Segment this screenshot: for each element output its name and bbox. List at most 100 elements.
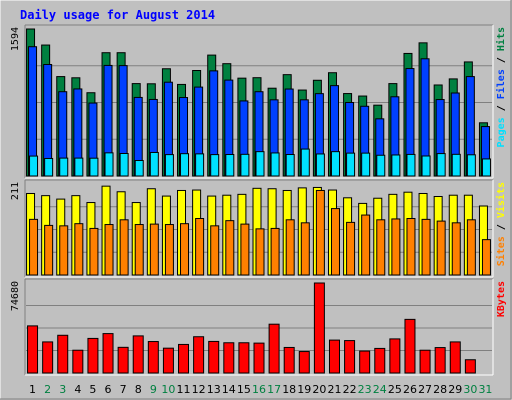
bar-kbytes-13	[208, 340, 220, 374]
bar-kbytes-18	[283, 346, 295, 374]
bar-kbytes-25	[389, 338, 401, 374]
bar-kbytes-29	[449, 341, 461, 374]
panel-visits-sites: 211 Sites / Visits	[10, 179, 507, 278]
bar-pages-2	[44, 157, 54, 177]
bar-sites-17	[270, 227, 280, 276]
x-tick-label-15: 15	[237, 383, 251, 396]
bar-sites-15	[240, 223, 250, 276]
x-tick-label-11: 11	[177, 383, 191, 396]
bar-sites-27	[421, 218, 431, 276]
bar-kbytes-27	[419, 349, 431, 374]
bar-sites-13	[210, 225, 220, 276]
bar-kbytes-22	[344, 340, 356, 374]
bar-pages-24	[376, 154, 386, 177]
x-tick-label-6: 6	[105, 383, 112, 396]
x-tick-label-1: 1	[29, 383, 36, 396]
legend-item: /	[496, 99, 507, 117]
x-tick-label-2: 2	[44, 383, 51, 396]
x-tick-label-20: 20	[312, 383, 326, 396]
x-tick-label-29: 29	[448, 383, 462, 396]
bar-sites-18	[285, 219, 295, 276]
bar-pages-6	[104, 152, 114, 177]
panel-legend: Pages / Files / Hits	[495, 27, 507, 147]
bar-pages-30	[466, 154, 476, 177]
bar-pages-7	[119, 152, 129, 177]
bar-kbytes-4	[72, 349, 84, 374]
x-tick-label-30: 30	[463, 383, 477, 396]
bar-sites-1	[29, 218, 39, 276]
legend-item: Hits	[495, 27, 507, 51]
bar-sites-5	[89, 227, 99, 276]
series-sites	[29, 189, 491, 276]
series-kbytes	[27, 282, 476, 374]
x-tick-label-12: 12	[192, 383, 206, 396]
chart-title: Daily usage for August 2014	[20, 8, 215, 22]
x-tick-label-28: 28	[433, 383, 447, 396]
bar-pages-25	[391, 154, 401, 177]
bar-kbytes-16	[253, 342, 265, 374]
panel-hits-files-pages: 1594 Pages / Files / Hits	[10, 24, 507, 179]
bar-pages-28	[436, 153, 446, 177]
bar-kbytes-8	[132, 335, 144, 374]
legend-item: Files	[495, 69, 507, 99]
x-tick-label-3: 3	[59, 383, 66, 396]
bar-kbytes-23	[359, 350, 371, 374]
bar-kbytes-26	[404, 318, 416, 374]
bar-kbytes-3	[57, 334, 69, 374]
x-tick-label-21: 21	[327, 383, 341, 396]
bar-pages-12	[195, 153, 205, 177]
bar-sites-8	[134, 224, 144, 276]
series-files	[28, 46, 490, 177]
bar-sites-20	[315, 189, 325, 276]
x-tick-label-23: 23	[358, 383, 372, 396]
bar-kbytes-9	[147, 341, 159, 374]
bar-sites-28	[436, 220, 446, 276]
x-tick-label-17: 17	[267, 383, 281, 396]
panel-legend: KBytes	[496, 281, 507, 317]
bar-pages-10	[164, 154, 174, 177]
bar-kbytes-19	[298, 351, 310, 374]
bar-sites-14	[225, 220, 235, 276]
x-tick-label-25: 25	[388, 383, 402, 396]
x-tick-label-18: 18	[282, 383, 296, 396]
bar-kbytes-6	[102, 333, 114, 374]
bar-kbytes-28	[434, 347, 446, 374]
bar-sites-10	[164, 224, 174, 276]
bar-pages-21	[330, 151, 340, 177]
panel-max-label: 74680	[10, 281, 21, 311]
bar-kbytes-1	[27, 325, 39, 374]
x-tick-label-8: 8	[135, 383, 142, 396]
panel-legend: Sites / Visits	[495, 182, 507, 266]
x-tick-label-5: 5	[89, 383, 96, 396]
legend-item: Pages	[496, 117, 507, 147]
x-tick-label-31: 31	[478, 383, 492, 396]
bar-sites-22	[346, 221, 356, 276]
bar-pages-27	[421, 155, 431, 177]
bar-kbytes-17	[268, 323, 280, 374]
bar-kbytes-5	[87, 337, 99, 374]
bar-pages-18	[285, 154, 295, 177]
bar-sites-30	[466, 219, 476, 276]
bar-pages-20	[315, 153, 325, 177]
bar-pages-22	[346, 152, 356, 177]
bar-kbytes-14	[223, 342, 235, 374]
bar-kbytes-12	[193, 336, 205, 374]
x-tick-label-26: 26	[403, 383, 417, 396]
bar-sites-31	[481, 239, 491, 276]
bar-sites-25	[391, 218, 401, 276]
x-tick-label-24: 24	[373, 383, 387, 396]
x-axis-labels: 1 2 3 4 5 6 7 8 9 10 11 12 13 14 15 16 17 18 19 20 21 22 23 24 2…	[29, 383, 492, 396]
x-tick-label-27: 27	[418, 383, 432, 396]
bar-pages-4	[74, 157, 84, 177]
bar-sites-4	[74, 223, 84, 276]
bar-sites-21	[330, 208, 340, 276]
bar-sites-26	[406, 218, 416, 276]
x-tick-label-7: 7	[120, 383, 127, 396]
bar-pages-3	[59, 157, 69, 177]
bar-pages-5	[89, 157, 99, 177]
x-tick-label-9: 9	[150, 383, 157, 396]
bar-kbytes-11	[178, 343, 190, 374]
bar-pages-23	[361, 152, 371, 177]
bar-sites-12	[195, 218, 205, 276]
